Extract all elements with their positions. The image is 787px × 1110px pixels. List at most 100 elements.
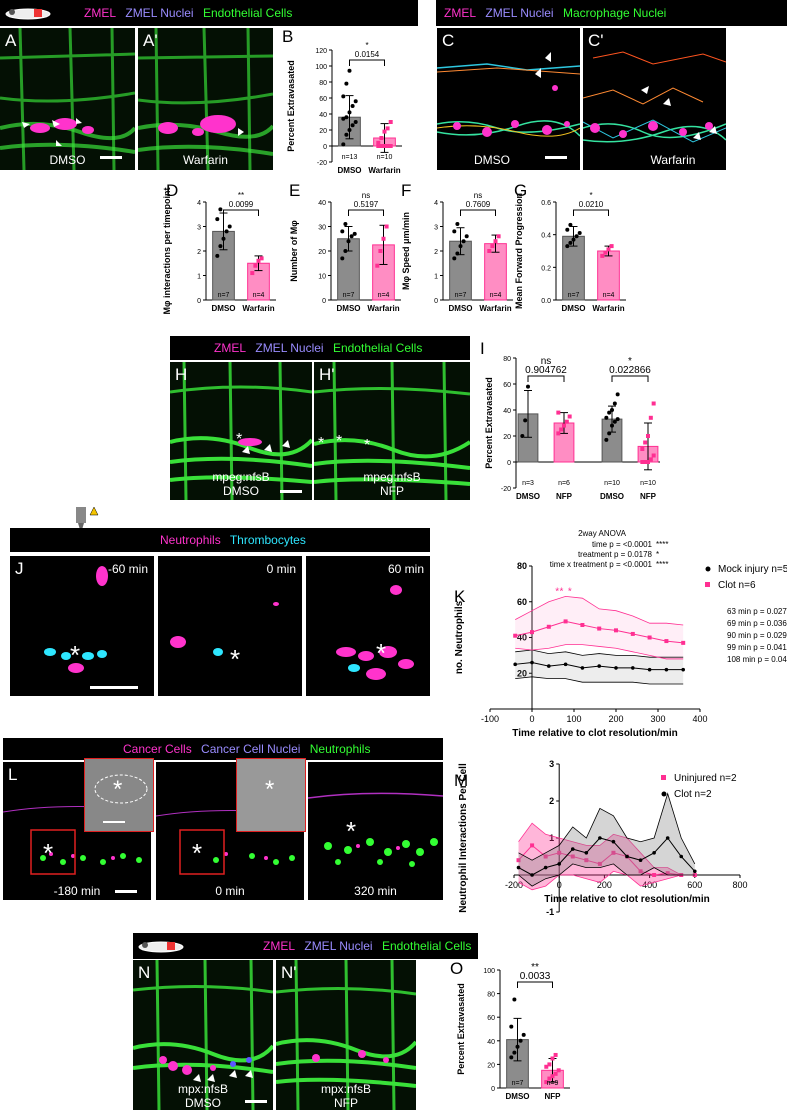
n-label: n=7: [512, 1080, 524, 1087]
n-label: n=13: [342, 154, 358, 161]
data-point: [570, 847, 575, 851]
stats-stars: *: [656, 550, 659, 559]
y-tick-label: 60: [319, 96, 327, 103]
data-point: [518, 1038, 523, 1043]
y-tick-label: 40: [318, 200, 326, 207]
significance-marker: *: [555, 587, 559, 598]
y-tick-label: 0: [507, 460, 511, 467]
asterisk-icon: *: [376, 638, 386, 668]
y-tick-label: -20: [501, 486, 511, 493]
asterisk-icon: *: [192, 838, 202, 868]
header-neutrophils: Neutrophils: [309, 742, 371, 756]
y-tick-label: 60: [503, 382, 511, 389]
y-tick-label: 0: [197, 298, 201, 305]
data-point: [550, 1074, 555, 1079]
data-point: [490, 244, 495, 249]
y-axis-label: Mean Forward Progression: [514, 193, 524, 309]
data-point: [512, 997, 517, 1002]
data-point: [378, 249, 383, 253]
data-point: [580, 666, 585, 670]
data-point: [455, 251, 460, 256]
significance-bracket: [223, 209, 259, 216]
significance-p-value: 0.0033: [520, 971, 551, 982]
micrograph-n-prime: N' mpx:nfsB NFP: [276, 960, 416, 1110]
data-point: [571, 237, 576, 242]
y-tick-label: 80: [319, 80, 327, 87]
bar-chart-e: 0 10 20 30 40 Number of Mφ En=7 DMSO n=4 Warfarin…: [289, 181, 401, 313]
data-point: [577, 231, 582, 236]
significance-stars: **: [238, 191, 244, 200]
y-tick-label: 0.6: [541, 200, 551, 207]
panel-letter: G: [514, 181, 527, 200]
data-point: [584, 851, 589, 855]
data-point: [343, 249, 348, 253]
panel-letter-a-prime: A': [143, 31, 158, 50]
data-point: [388, 144, 393, 148]
header-macrophage-nuclei: Macrophage Nuclei: [562, 6, 667, 20]
x-tick-label: 200: [597, 880, 612, 890]
data-point: [568, 222, 573, 227]
line-chart-k: -100 0 100 200 300 400 20 40 60 80 Time relative t…: [454, 529, 787, 738]
asterisk-icon: *: [236, 431, 242, 448]
header-endothelial: Endothelial Cells: [332, 341, 423, 355]
panel-letter: D: [166, 181, 178, 200]
inset-brightfield-l2: *: [236, 758, 306, 832]
x-category-label: DMSO: [600, 492, 624, 501]
data-point: [509, 1024, 514, 1029]
x-category-label: DMSO: [562, 304, 586, 313]
y-tick-label: -1: [546, 907, 554, 917]
panel-c-prime-label: Warfarin: [650, 153, 696, 167]
data-point: [611, 839, 616, 844]
data-point: [509, 1055, 514, 1060]
data-point: [570, 854, 575, 859]
data-point: [584, 858, 589, 863]
x-category-label: Warfarin: [592, 304, 624, 313]
data-point: [610, 423, 614, 428]
scale-bar-icon: [100, 156, 122, 159]
posthoc-p-value: 90 min p = 0.0294: [727, 631, 787, 640]
header-bar-bottom: ZMEL ZMEL Nuclei Endothelial Cells: [133, 933, 478, 959]
y-tick-label: 20: [319, 128, 327, 135]
header-zmel-nuclei: ZMEL Nuclei: [125, 6, 194, 20]
header-cancer-cells: Cancer Cells: [123, 742, 192, 756]
data-point: [612, 419, 617, 424]
data-point: [600, 253, 605, 258]
band-lower-line: [518, 870, 695, 891]
y-tick-label: -20: [317, 160, 327, 167]
panel-letter-n: N: [138, 963, 151, 982]
stats-stars: ****: [656, 540, 668, 549]
y-axis-label: Percent Extravasated: [484, 377, 494, 469]
bar-chart-o: 0 20 40 60 80 100 Percent Extravasated On=7 DMSO…: [450, 959, 570, 1101]
data-point: [530, 843, 535, 848]
data-point: [562, 423, 566, 428]
x-category-label: DMSO: [516, 492, 540, 501]
data-point: [347, 68, 352, 73]
y-tick-label: 80: [517, 561, 527, 571]
y-tick-label: 60: [487, 1015, 495, 1022]
x-category-label: NFP: [556, 492, 573, 501]
header-zmel: ZMEL: [444, 6, 477, 20]
micrograph-j3: * 60 min: [306, 556, 430, 696]
y-tick-label: 2: [434, 249, 438, 256]
data-point: [556, 410, 561, 415]
header-zmel: ZMEL: [214, 341, 247, 355]
n-label: n=9: [547, 1080, 559, 1087]
n-label: n=4: [490, 292, 502, 299]
data-point: [461, 239, 466, 244]
data-point: [259, 256, 264, 261]
data-point: [341, 94, 346, 99]
panel-letter-c: C: [442, 31, 455, 50]
panel-l3-time: 320 min: [354, 884, 397, 898]
y-axis-label: Number of Mφ: [289, 220, 299, 282]
data-point: [547, 664, 551, 668]
data-point: [452, 256, 457, 261]
x-category-label: Warfarin: [242, 304, 274, 313]
n-label: n=6: [558, 480, 570, 487]
data-point: [513, 633, 518, 638]
data-point: [530, 660, 534, 665]
x-tick-label: 800: [732, 880, 747, 890]
data-point: [547, 1076, 552, 1081]
series-line: [518, 837, 696, 876]
scale-bar-icon: [545, 156, 567, 159]
